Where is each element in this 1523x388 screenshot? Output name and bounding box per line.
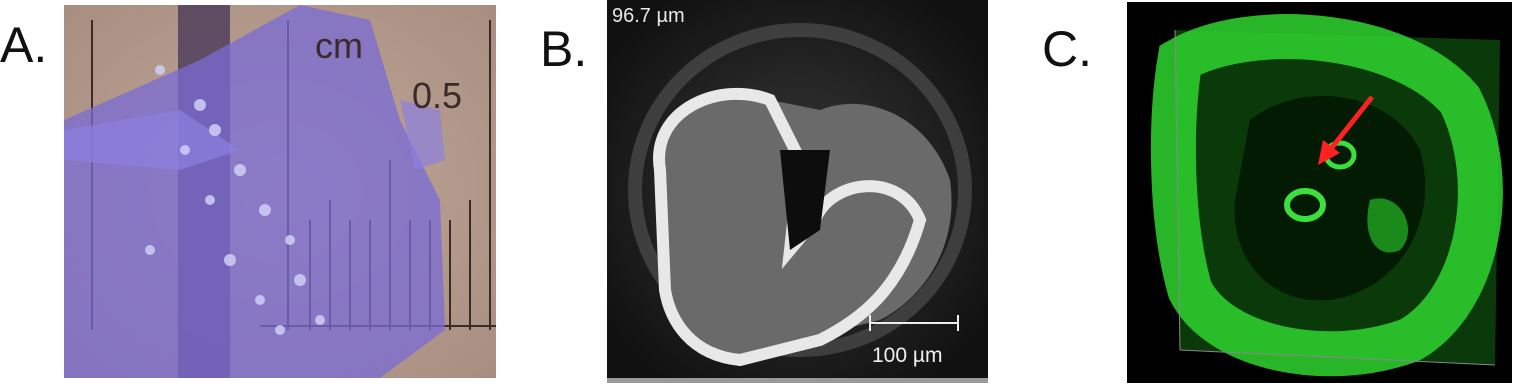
confocal-c (1127, 2, 1512, 383)
photo-a: cm 0.5 (64, 5, 496, 378)
ruler-mark: 0.5 (412, 75, 462, 116)
micrograph-b: 96.7 µm 100 µm (607, 0, 988, 383)
panel-label: B. (540, 21, 587, 77)
panel-label: A. (0, 17, 47, 73)
ruler-unit: cm (315, 25, 363, 66)
scale-bar-label: 100 µm (872, 344, 942, 367)
depth-label: 96.7 µm (612, 5, 685, 27)
panel-label: C. (1042, 21, 1092, 77)
